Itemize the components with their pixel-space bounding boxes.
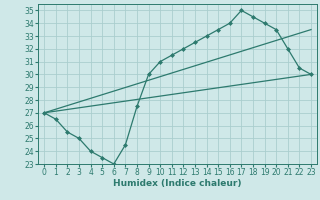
X-axis label: Humidex (Indice chaleur): Humidex (Indice chaleur): [113, 179, 242, 188]
